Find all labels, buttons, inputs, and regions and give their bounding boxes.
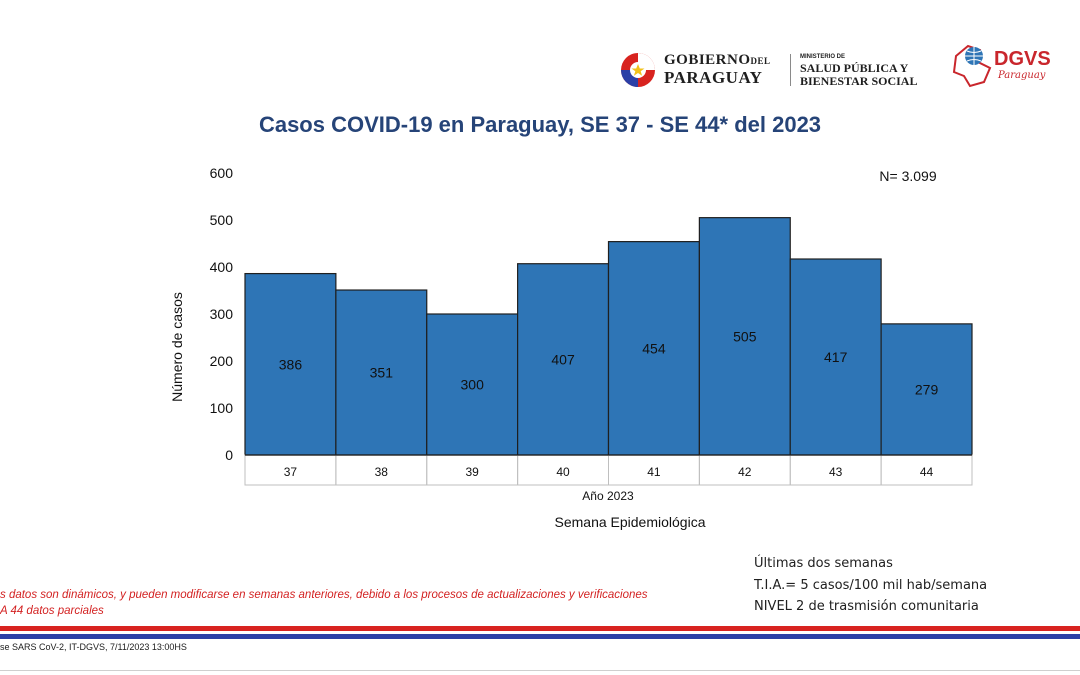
- x-axis-title: Semana Epidemiológica: [555, 514, 706, 530]
- bar-value-label: 351: [370, 365, 394, 381]
- x-tick-label: 41: [647, 465, 661, 479]
- x-axis-category-cells: [244, 454, 973, 486]
- y-tick-label: 100: [210, 400, 234, 416]
- x-tick-label: 40: [556, 465, 570, 479]
- y-tick-label: 200: [210, 353, 234, 369]
- x-tick-label: 42: [738, 465, 752, 479]
- bar-value-label: 407: [551, 351, 575, 367]
- x-tick-label: 44: [920, 465, 934, 479]
- bar: [607, 241, 700, 456]
- dynamic-data-note: s datos son dinámicos, y pueden modifica…: [0, 589, 648, 601]
- footer-blue-band: [0, 634, 1080, 639]
- chart-title: Casos COVID-19 en Paraguay, SE 37 - SE 4…: [258, 112, 822, 137]
- x-tick-label: 39: [466, 465, 480, 479]
- x-tick-label: 37: [284, 465, 298, 479]
- bar: [698, 217, 791, 456]
- ministerio-small-text: MINISTERIO DE: [800, 54, 846, 60]
- x-tick-label: 43: [829, 465, 843, 479]
- transmission-level-text: NIVEL 2 de trasmisión comunitaria: [754, 599, 979, 614]
- ministerio-line2: BIENESTAR SOCIAL: [800, 74, 918, 88]
- bottom-divider: [0, 670, 1080, 671]
- last-two-weeks-label: Últimas dos semanas: [754, 556, 893, 571]
- paraguay-flag-seal-icon: [621, 53, 655, 87]
- gobierno-text: GOBIERNODEL: [664, 52, 771, 68]
- bar: [789, 258, 882, 456]
- y-tick-label: 600: [210, 165, 234, 181]
- bar: [517, 263, 610, 456]
- bars-group: [244, 217, 973, 456]
- bar-value-label: 300: [461, 377, 485, 393]
- bar-value-label: 417: [824, 349, 848, 365]
- partial-data-note: A 44 datos parciales: [0, 605, 104, 617]
- n-total-annotation: N= 3.099: [879, 168, 936, 184]
- dgvs-globe-icon: [952, 44, 992, 88]
- bar-value-label: 279: [915, 381, 939, 397]
- ministerio-line1: SALUD PÚBLICA Y: [800, 61, 909, 75]
- bar-value-label: 505: [733, 328, 757, 344]
- bar-value-label: 454: [642, 340, 666, 356]
- dgvs-subtitle: Paraguay: [998, 70, 1046, 81]
- x-tick-label: 38: [375, 465, 389, 479]
- footer-red-band: [0, 626, 1080, 631]
- bar-value-labels: 386 351 300 407 454 505 417 279: [279, 328, 939, 397]
- y-tick-label: 500: [210, 212, 234, 228]
- dgvs-title: DGVS: [994, 48, 1051, 70]
- x-axis-year-label: Año 2023: [582, 489, 634, 503]
- source-footnote: se SARS CoV-2, IT-DGVS, 7/11/2023 13:00H…: [0, 642, 187, 652]
- x-axis-tick-labels: 37 38 39 40 41 42 43 44: [284, 465, 934, 479]
- y-axis-ticks: 0 100 200 300 400 500 600: [210, 165, 234, 463]
- footer-white-band: [0, 631, 1080, 634]
- y-tick-label: 400: [210, 259, 234, 275]
- bar: [426, 313, 519, 456]
- bar: [244, 272, 337, 456]
- y-axis-title: Número de casos: [169, 292, 185, 402]
- bar: [335, 289, 428, 456]
- y-tick-label: 0: [225, 447, 233, 463]
- bar: [880, 323, 973, 456]
- y-tick-label: 300: [210, 306, 234, 322]
- tia-rate-text: T.I.A.= 5 casos/100 mil hab/semana: [754, 578, 988, 593]
- gobierno-paraguay-logo: GOBIERNODEL PARAGUAY MINISTERIO DE SALUD…: [620, 48, 930, 92]
- paraguay-text: PARAGUAY: [664, 68, 763, 87]
- bar-value-label: 386: [279, 356, 303, 372]
- dgvs-logo: DGVS Paraguay: [950, 42, 1075, 90]
- logo-divider: [790, 54, 791, 86]
